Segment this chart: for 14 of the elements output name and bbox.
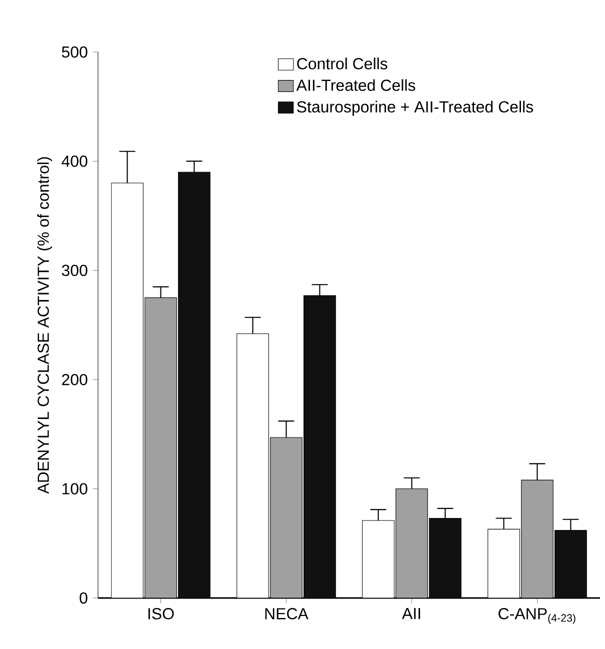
y-tick-label: 500 [62, 46, 88, 58]
x-tick-label: ISO [148, 608, 174, 620]
y-tick-label: 400 [62, 156, 88, 167]
x-tick-label: C-ANP$_{(4-23)}$ [498, 608, 576, 624]
y-axis-title: ADENYLYL CYCLASE ACTIVITY (% of control) [37, 157, 52, 494]
legend-label: Staurosporine + AII-Treated Cells [297, 100, 534, 116]
x-tick-label: NECA [265, 608, 308, 620]
y-tick-label: 300 [62, 264, 88, 276]
x-tick-label: AII [402, 608, 420, 620]
legend-label: AII-Treated Cells [296, 79, 416, 91]
y-tick-label: 0 [80, 592, 88, 604]
legend-label: Control Cells [297, 58, 388, 70]
y-tick-label: 100 [62, 483, 88, 494]
y-tick-label: 200 [62, 374, 88, 386]
